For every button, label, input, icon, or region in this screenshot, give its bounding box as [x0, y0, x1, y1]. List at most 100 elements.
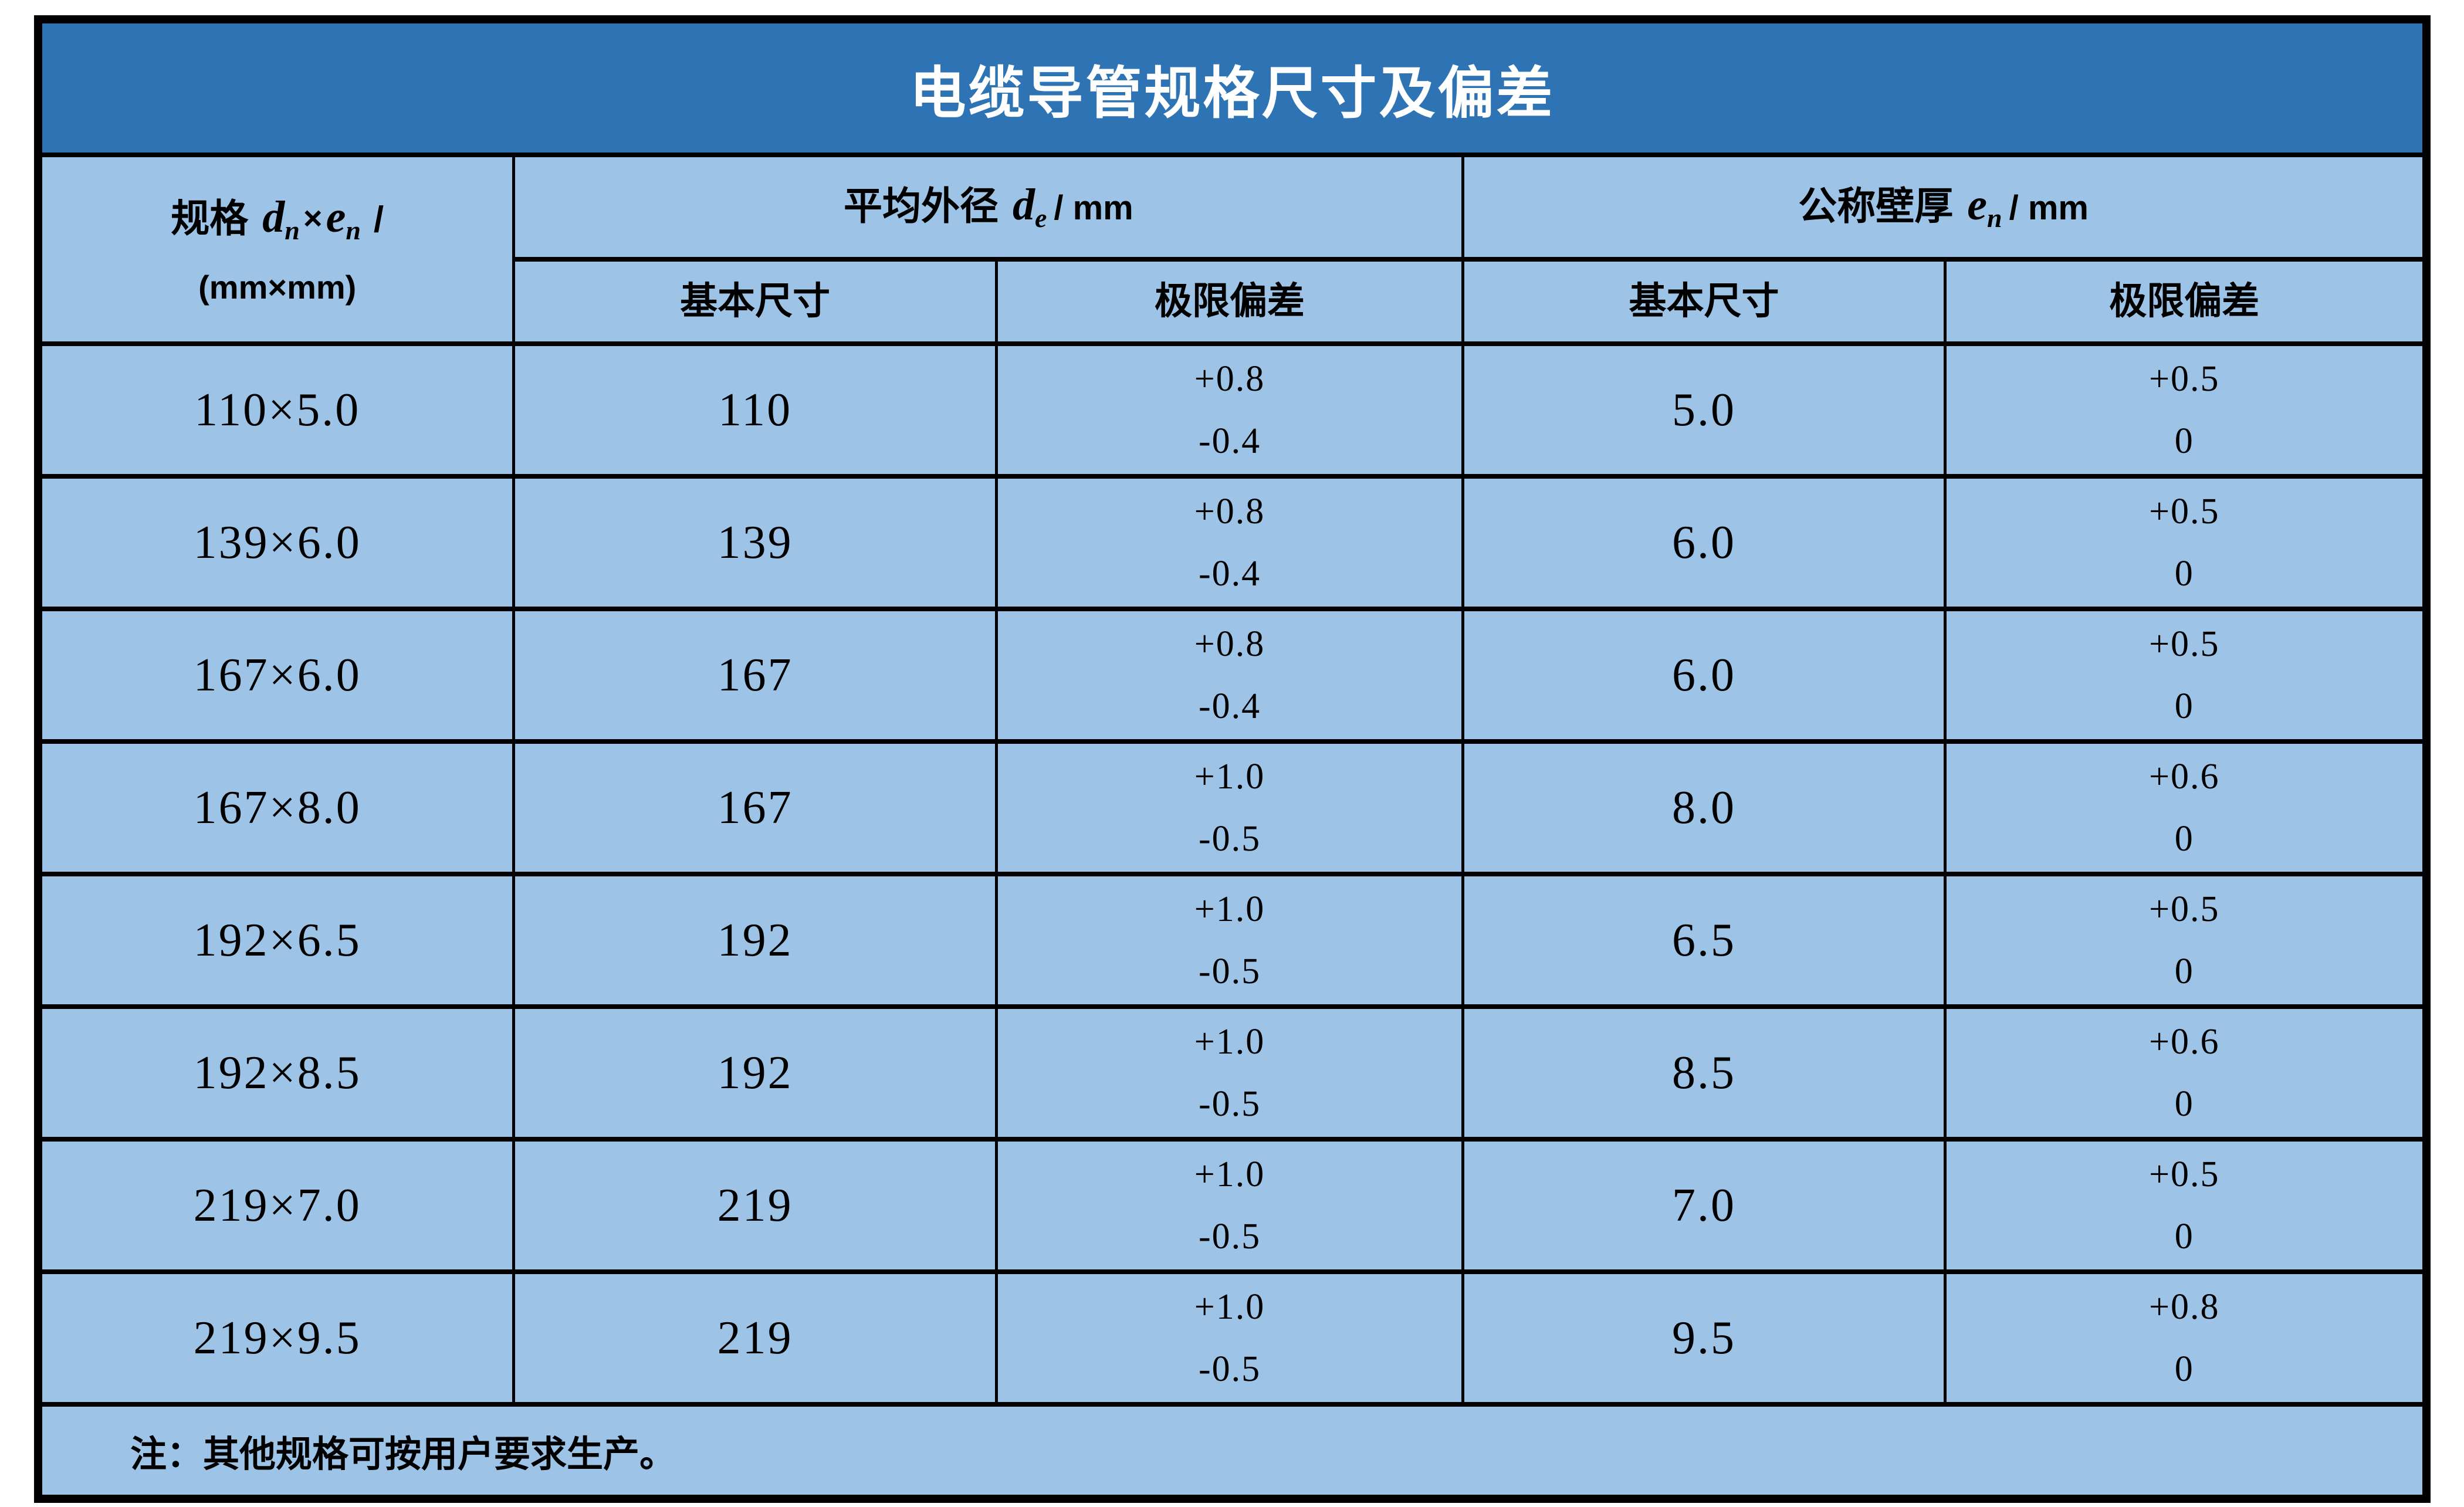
table-title: 电缆导管规格尺寸及偏差 — [42, 23, 2422, 153]
od-basic-cell: 167 — [515, 611, 995, 739]
subheader-wt-basic-size: 基本尺寸 — [1464, 262, 1944, 341]
od-deviation-cell: +1.0 -0.5 — [997, 1274, 1462, 1402]
outer-diameter-symbol: d — [1012, 180, 1035, 230]
od-deviation-plus: +1.0 — [1194, 1154, 1265, 1194]
spec-symbol-d: d — [262, 192, 285, 242]
od-deviation-cell: +1.0 -0.5 — [997, 1142, 1462, 1269]
od-deviation-plus: +0.8 — [1194, 624, 1265, 664]
od-deviation-cell: +0.8 -0.4 — [997, 479, 1462, 607]
wt-deviation-cell: +0.5 0 — [1946, 611, 2422, 739]
wt-basic-cell: 5.0 — [1464, 346, 1944, 474]
wt-deviation-cell: +0.5 0 — [1946, 876, 2422, 1004]
od-deviation-cell: +0.8 -0.4 — [997, 346, 1462, 474]
wt-deviation-minus: 0 — [2174, 1084, 2194, 1124]
outer-diameter-unit: / mm — [1054, 189, 1133, 228]
od-deviation-minus: -0.5 — [1198, 1349, 1261, 1389]
spec-cell: 167×8.0 — [42, 744, 513, 872]
wt-deviation-cell: +0.5 0 — [1946, 1142, 2422, 1269]
wall-thickness-symbol: e — [1967, 180, 1988, 230]
outer-diameter-symbol-sub: e — [1034, 202, 1047, 233]
spec-cell: 110×5.0 — [42, 346, 513, 474]
spec-cell: 192×8.5 — [42, 1009, 513, 1137]
wt-deviation-minus: 0 — [2174, 421, 2194, 461]
wt-deviation-minus: 0 — [2174, 1349, 2194, 1389]
od-deviation-plus: +1.0 — [1194, 889, 1265, 929]
wt-deviation-plus: +0.5 — [2149, 1154, 2220, 1194]
od-deviation-minus: -0.4 — [1198, 554, 1261, 594]
table-note: 注：其他规格可按用户要求生产。 — [42, 1407, 2422, 1495]
od-deviation-plus: +1.0 — [1194, 1022, 1265, 1062]
wt-deviation-minus: 0 — [2174, 819, 2194, 859]
od-deviation-minus: -0.5 — [1198, 819, 1261, 859]
column-group-outer-diameter: 平均外径 de / mm — [515, 157, 1462, 257]
wt-deviation-cell: +0.5 0 — [1946, 479, 2422, 607]
wt-basic-cell: 6.5 — [1464, 876, 1944, 1004]
od-basic-cell: 219 — [515, 1274, 995, 1402]
od-deviation-cell: +1.0 -0.5 — [997, 1009, 1462, 1137]
wt-basic-cell: 8.0 — [1464, 744, 1944, 872]
wt-deviation-plus: +0.8 — [2149, 1287, 2220, 1327]
slash-sign: / — [373, 199, 384, 241]
wt-deviation-minus: 0 — [2174, 686, 2194, 726]
od-deviation-plus: +1.0 — [1194, 757, 1265, 797]
spec-header-line1: 规格 dn ×en / — [171, 195, 384, 244]
wt-basic-cell: 8.5 — [1464, 1009, 1944, 1137]
wt-deviation-plus: +0.6 — [2149, 1022, 2220, 1062]
wt-deviation-minus: 0 — [2174, 1217, 2194, 1257]
wt-deviation-cell: +0.5 0 — [1946, 346, 2422, 474]
spec-header-label: 规格 — [171, 198, 249, 241]
wt-deviation-plus: +0.5 — [2149, 624, 2220, 664]
spec-symbol-e-sub: n — [346, 215, 361, 245]
multiply-sign: × — [303, 199, 323, 236]
spec-cell: 192×6.5 — [42, 876, 513, 1004]
subheader-od-basic-size: 基本尺寸 — [515, 262, 995, 341]
subheader-wt-limit-deviation: 极限偏差 — [1946, 262, 2422, 341]
outer-diameter-label: 平均外径 — [843, 185, 999, 229]
od-deviation-minus: -0.5 — [1198, 1084, 1261, 1124]
od-deviation-plus: +0.8 — [1194, 359, 1265, 399]
od-basic-cell: 110 — [515, 346, 995, 474]
wall-thickness-label: 公称壁厚 — [1798, 185, 1954, 229]
od-deviation-minus: -0.5 — [1198, 1217, 1261, 1257]
wt-deviation-cell: +0.6 0 — [1946, 744, 2422, 872]
wt-basic-cell: 7.0 — [1464, 1142, 1944, 1269]
wt-deviation-plus: +0.5 — [2149, 889, 2220, 929]
od-deviation-cell: +1.0 -0.5 — [997, 744, 1462, 872]
subheader-od-limit-deviation: 极限偏差 — [997, 262, 1462, 341]
wt-deviation-plus: +0.5 — [2149, 492, 2220, 531]
spec-cell: 139×6.0 — [42, 479, 513, 607]
column-group-wall-thickness: 公称壁厚 en / mm — [1464, 157, 2422, 257]
wt-deviation-minus: 0 — [2174, 554, 2194, 594]
od-basic-cell: 192 — [515, 1009, 995, 1137]
wt-deviation-cell: +0.8 0 — [1946, 1274, 2422, 1402]
od-deviation-cell: +1.0 -0.5 — [997, 876, 1462, 1004]
spec-symbol-d-sub: n — [285, 215, 300, 245]
od-deviation-minus: -0.5 — [1198, 951, 1261, 991]
wall-thickness-unit: / mm — [2009, 189, 2089, 228]
wall-thickness-symbol-sub: n — [1987, 202, 2002, 233]
spec-table: 电缆导管规格尺寸及偏差 规格 dn ×en / (mm×mm) 平均外径 de / mm … — [34, 15, 2431, 1503]
spec-cell: 219×7.0 — [42, 1142, 513, 1269]
od-deviation-minus: -0.4 — [1198, 686, 1261, 726]
od-deviation-minus: -0.4 — [1198, 421, 1261, 461]
od-deviation-plus: +0.8 — [1194, 492, 1265, 531]
spec-symbol-e: e — [326, 192, 346, 242]
wt-basic-cell: 9.5 — [1464, 1274, 1944, 1402]
column-header-spec: 规格 dn ×en / (mm×mm) — [42, 157, 513, 341]
wt-deviation-plus: +0.5 — [2149, 359, 2220, 399]
wt-deviation-minus: 0 — [2174, 951, 2194, 991]
od-basic-cell: 139 — [515, 479, 995, 607]
spec-header-unit: (mm×mm) — [198, 268, 357, 306]
spec-cell: 167×6.0 — [42, 611, 513, 739]
outer-diameter-group-label: 平均外径 de / mm — [844, 182, 1133, 232]
od-basic-cell: 192 — [515, 876, 995, 1004]
wt-basic-cell: 6.0 — [1464, 479, 1944, 607]
od-deviation-cell: +0.8 -0.4 — [997, 611, 1462, 739]
wall-thickness-group-label: 公称壁厚 en / mm — [1798, 182, 2089, 232]
wt-basic-cell: 6.0 — [1464, 611, 1944, 739]
spec-cell: 219×9.5 — [42, 1274, 513, 1402]
od-deviation-plus: +1.0 — [1194, 1287, 1265, 1327]
od-basic-cell: 219 — [515, 1142, 995, 1269]
od-basic-cell: 167 — [515, 744, 995, 872]
wt-deviation-plus: +0.6 — [2149, 757, 2220, 797]
